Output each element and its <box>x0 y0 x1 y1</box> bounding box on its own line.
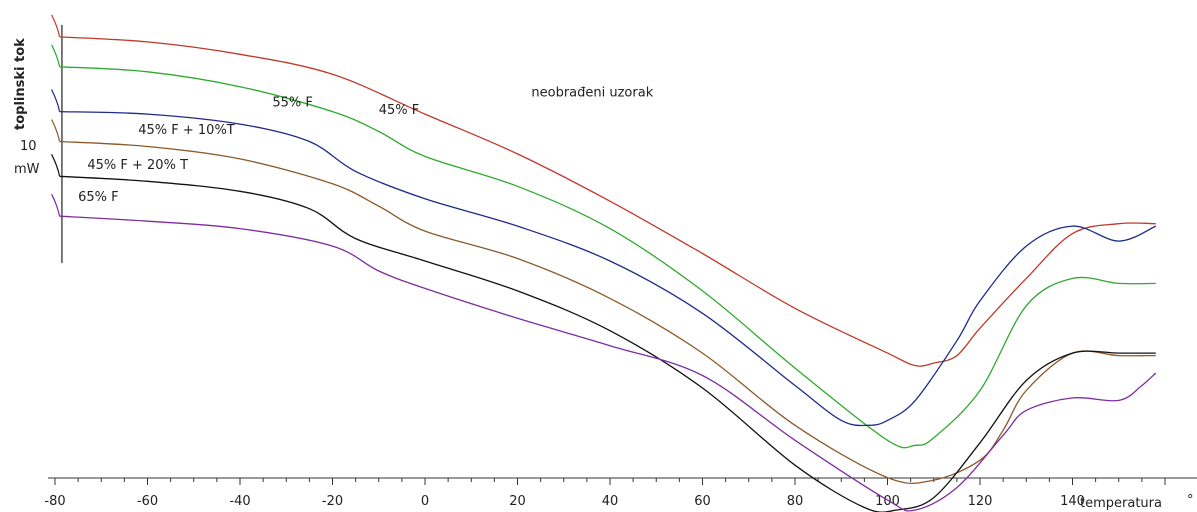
y-axis-label: toplinski tok <box>13 38 28 130</box>
series-lines <box>51 14 1157 512</box>
series-line-6 <box>59 215 1157 512</box>
series-label: neobrađeni uzorak <box>531 86 653 101</box>
series-label: 55% F <box>272 96 313 111</box>
series-label: 65% F <box>78 190 119 205</box>
series-start-hook <box>51 44 61 67</box>
x-axis-unit: ° <box>1187 493 1194 508</box>
series-line-5 <box>59 175 1156 512</box>
series-label: 45% F <box>379 103 420 118</box>
x-tick-label: 140 <box>1060 494 1085 509</box>
x-tick-label: 80 <box>787 494 804 509</box>
scale-unit: mW <box>14 162 40 177</box>
x-tick-label: 60 <box>694 494 711 509</box>
scale-label: 10 mW <box>14 139 40 177</box>
x-tick-label: -40 <box>229 494 250 509</box>
x-tick-label: -60 <box>137 494 158 509</box>
x-axis-label: temperatura <box>1080 496 1162 511</box>
x-tick-label: 120 <box>968 494 993 509</box>
series-line-2 <box>59 66 1156 449</box>
x-tick-label: 40 <box>602 494 619 509</box>
series-line-1 <box>59 36 1156 367</box>
series-line-3 <box>59 110 1157 427</box>
series-start-hook <box>51 119 61 142</box>
x-tick-label: 100 <box>875 494 900 509</box>
scale-value: 10 <box>20 139 37 154</box>
x-tick-label: -80 <box>44 494 65 509</box>
series-start-hook <box>51 193 61 217</box>
series-line-4 <box>59 140 1156 485</box>
x-tick-label: -20 <box>322 494 343 509</box>
series-annotations: neobrađeni uzorak 45% F 55% F 45% F + 10%T 4… <box>78 86 654 206</box>
x-tick-label: 0 <box>421 494 429 509</box>
x-ticks: -80 -60 -40 -20 0 20 40 60 80 100 120 140 <box>44 478 1166 509</box>
x-tick-label: 20 <box>509 494 526 509</box>
series-label: 45% F + 10%T <box>138 123 235 138</box>
series-label: 45% F + 20% T <box>87 158 188 173</box>
series-start-hook <box>51 154 61 177</box>
series-start-hook <box>51 14 61 38</box>
series-start-hook <box>51 89 61 112</box>
